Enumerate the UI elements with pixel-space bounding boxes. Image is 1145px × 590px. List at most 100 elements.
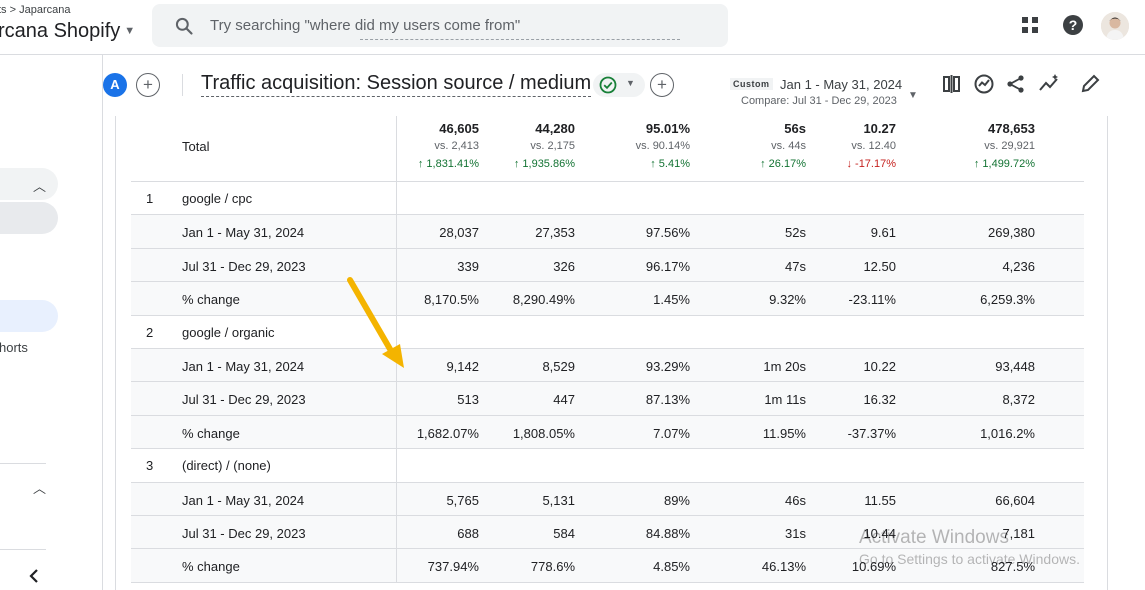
cell-value: 9.32%: [769, 292, 806, 308]
column-divider: [396, 382, 397, 415]
date-range: Jan 1 - May 31, 2024: [780, 77, 903, 92]
svg-text:?: ?: [1069, 17, 1078, 33]
total-change: ↑ 1,831.41%: [417, 158, 479, 170]
cell-value: 93.29%: [645, 359, 690, 374]
cell-value: -37.37%: [847, 425, 896, 441]
edit-icon[interactable]: [1079, 73, 1101, 95]
cell-value: 8,529: [542, 359, 575, 374]
add-comparison-button[interactable]: +: [136, 73, 160, 97]
cell-value: 7.07%: [653, 425, 690, 441]
sidebar-item[interactable]: [0, 202, 58, 234]
total-compare: vs. 44s: [771, 140, 806, 152]
cell-value: 89%: [663, 492, 690, 508]
collapse-sidebar-icon[interactable]: [28, 568, 40, 584]
cell-value: 5,131: [542, 492, 575, 508]
table-row-group[interactable]: 1 google / cpc: [131, 182, 1084, 216]
breadcrumb[interactable]: ts > Japarcana: [0, 4, 71, 16]
cell-value: 47s: [785, 258, 806, 274]
column-divider: [396, 415, 397, 449]
column-divider: [396, 549, 397, 582]
sidebar-item-label[interactable]: horts: [0, 340, 28, 355]
total-change: ↑ 1,935.86%: [513, 158, 575, 170]
chevron-down-icon[interactable]: ▼: [908, 90, 918, 101]
total-compare: vs. 29,921: [984, 140, 1035, 152]
row-label: % change: [182, 292, 240, 308]
search-underline: [360, 39, 680, 40]
row-label: Jul 31 - Dec 29, 2023: [182, 392, 306, 408]
row-label: Jan 1 - May 31, 2024: [182, 492, 305, 508]
cell-value: 10.44: [863, 526, 896, 541]
table-row-group[interactable]: 3 (direct) / (none): [131, 449, 1084, 483]
cell-value: 97.56%: [645, 225, 690, 241]
column-divider: [396, 215, 397, 248]
cell-value: 827.5%: [990, 559, 1035, 575]
total-change: ↑ 26.17%: [760, 158, 806, 170]
column-divider: [396, 182, 397, 215]
row-label: % change: [182, 559, 240, 575]
cell-value: 11.55: [864, 492, 896, 508]
total-value: 478,653: [988, 121, 1035, 136]
column-divider: [396, 282, 397, 315]
source-medium-name[interactable]: google / organic: [182, 324, 275, 340]
cell-value: 1m 20s: [763, 359, 806, 374]
chevron-up-icon[interactable]: ︿: [33, 179, 47, 194]
cell-value: 8,372: [1002, 392, 1035, 408]
row-label: Jan 1 - May 31, 2024: [182, 225, 305, 241]
sidebar-divider: [0, 463, 46, 464]
total-compare: vs. 90.14%: [635, 140, 690, 152]
row-label: Jan 1 - May 31, 2024: [182, 359, 305, 374]
search-input[interactable]: Try searching "where did my users come f…: [152, 4, 728, 47]
search-placeholder: Try searching "where did my users come f…: [210, 17, 521, 34]
watermark-subtitle: Go to Settings to activate Windows.: [859, 551, 1080, 567]
cell-value: 10.22: [863, 359, 896, 374]
help-icon[interactable]: ?: [1062, 14, 1084, 36]
cell-value: 27,353: [535, 225, 575, 241]
top-bar: ts > Japarcana rcana Shopify ▼ Try search…: [0, 0, 1145, 55]
table-row: % change 1,682.07% 1,808.05% 7.07% 11.95% -37…: [131, 415, 1084, 450]
explore-trend-icon[interactable]: [1038, 73, 1060, 95]
report-status-dropdown[interactable]: ▼: [593, 73, 645, 97]
comparison-avatar[interactable]: A: [103, 73, 127, 97]
total-compare: vs. 12.40: [851, 140, 896, 152]
apps-grid-icon[interactable]: [1019, 14, 1041, 36]
sidebar-group-header[interactable]: [0, 168, 58, 200]
sidebar-divider: [0, 549, 46, 550]
cell-value: 1,808.05%: [512, 425, 575, 441]
left-sidebar: ︿ horts ︿: [0, 55, 103, 590]
column-divider: [396, 349, 397, 382]
cell-value: 737.94%: [427, 559, 479, 575]
cell-value: 513: [457, 392, 479, 408]
row-label: % change: [182, 425, 240, 441]
customize-columns-icon[interactable]: [941, 73, 963, 95]
chevron-up-icon[interactable]: ︿: [33, 481, 47, 496]
sidebar-item-active[interactable]: [0, 300, 58, 332]
column-divider: [396, 482, 397, 515]
share-icon[interactable]: [1005, 73, 1027, 95]
check-circle-icon: [599, 76, 617, 94]
row-index: 2: [146, 324, 154, 340]
header-divider: [182, 74, 183, 96]
cell-value: 52s: [785, 225, 806, 241]
add-filter-button[interactable]: +: [650, 73, 674, 97]
cell-value: 11.95%: [762, 425, 806, 441]
table-row: Jan 1 - May 31, 2024 28,037 27,353 97.56% 52…: [131, 215, 1084, 249]
cell-value: 46s: [785, 492, 806, 508]
table-row: Jul 31 - Dec 29, 2023 339 326 96.17% 47s 12.5…: [131, 248, 1084, 283]
insights-icon[interactable]: [973, 73, 995, 95]
property-selector[interactable]: rcana Shopify ▼: [0, 20, 135, 43]
account-avatar[interactable]: [1101, 12, 1129, 40]
column-divider: [396, 449, 397, 482]
source-medium-name[interactable]: (direct) / (none): [182, 458, 271, 474]
table-row: Jan 1 - May 31, 2024 5,765 5,131 89% 46s 11.5…: [131, 482, 1084, 516]
cell-value: 9,142: [446, 359, 479, 374]
cell-value: 447: [553, 392, 575, 408]
source-medium-name[interactable]: google / cpc: [182, 191, 253, 206]
cell-value: 1,016.2%: [980, 425, 1035, 441]
cell-value: 1m 11s: [764, 392, 806, 408]
cell-value: 28,037: [439, 225, 479, 241]
table-row-group[interactable]: 2 google / organic: [131, 315, 1084, 349]
cell-value: 16.32: [863, 392, 896, 408]
table-row: Jul 31 - Dec 29, 2023 513 447 87.13% 1m 11s 1…: [131, 382, 1084, 416]
cell-value: 4,236: [1002, 258, 1035, 274]
